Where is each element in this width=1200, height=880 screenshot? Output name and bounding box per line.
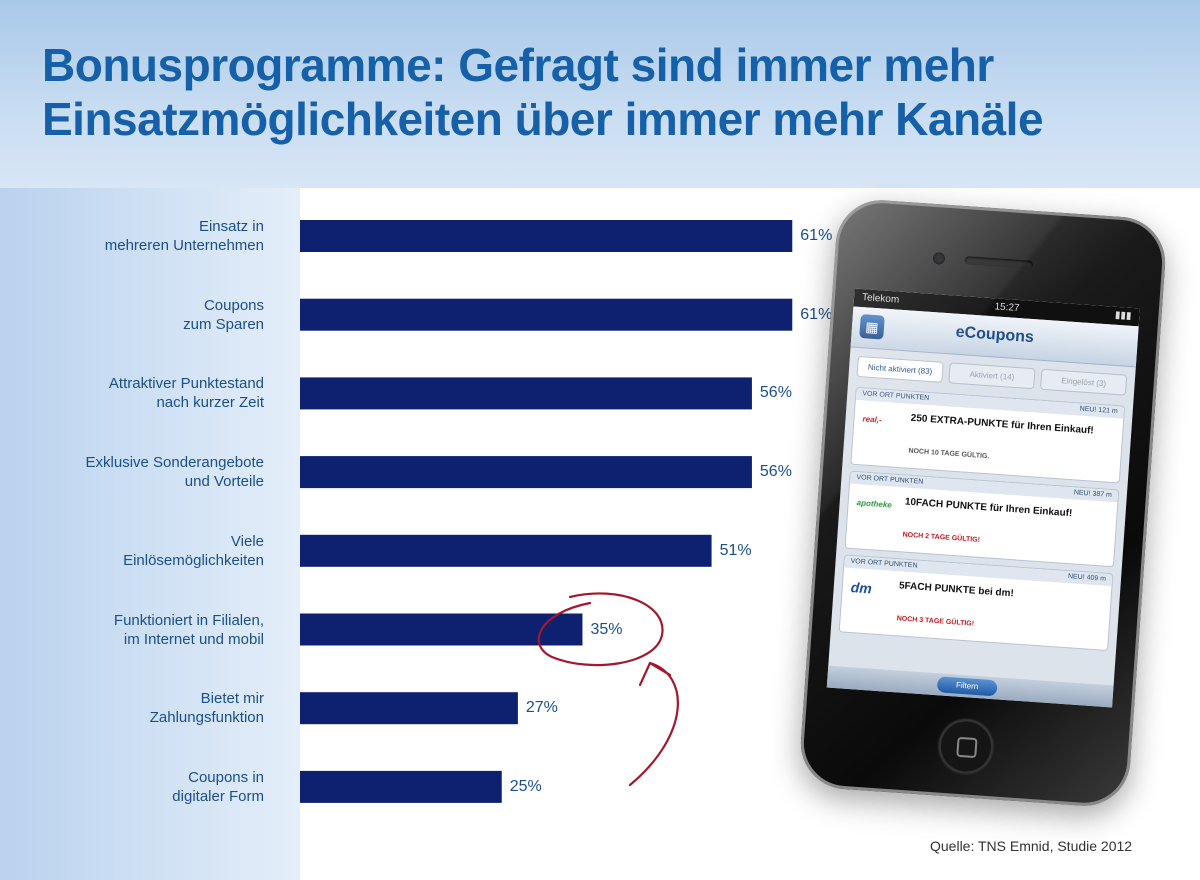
label-panel-background xyxy=(0,188,300,880)
category-label-6-line-1: Zahlungsfunktion xyxy=(149,709,264,727)
category-label-6-line-0: Bietet mir xyxy=(200,690,264,708)
category-label-1-line-1: zum Sparen xyxy=(183,315,264,333)
tab-redeemed: Eingelöst (3) xyxy=(1040,368,1128,396)
coupon-list: VOR ORT PUNKTEN NEU! 121 m real,- 250 EXTRA… xyxy=(831,386,1133,652)
category-label-3: Exklusive Sonderangebote und Vorteile xyxy=(0,453,264,491)
category-label-4-line-1: Einlösemöglichkeiten xyxy=(123,551,264,569)
category-label-0-line-0: Einsatz in xyxy=(198,218,264,235)
bar-7 xyxy=(300,770,502,803)
value-label-6: 27% xyxy=(525,699,558,717)
tab-activated: Aktiviert (14) xyxy=(948,362,1036,390)
bar-1 xyxy=(300,298,793,331)
category-label-5-line-1: im Internet und mobil xyxy=(123,630,264,648)
category-label-0-line-1: mehreren Unternehmen xyxy=(104,237,264,254)
category-label-1-line-0: Coupons xyxy=(203,296,264,314)
category-label-2-line-1: nach kurzer Zeit xyxy=(156,394,264,412)
category-label-7-line-0: Coupons in xyxy=(188,768,264,786)
tab-not-activated: Nicht aktiviert (83) xyxy=(856,355,944,383)
coupon-channel: VOR ORT PUNKTEN xyxy=(862,390,930,402)
highlight-arrow-head xyxy=(638,661,672,687)
coupon-card-0: VOR ORT PUNKTEN NEU! 121 m real,- 250 EXTRA… xyxy=(850,386,1126,484)
phone-screen: Telekom 15:27 ▮▮▮ ▦ eCoupons Nicht aktiv… xyxy=(826,288,1140,708)
bar-4 xyxy=(300,534,712,567)
title-line-2: Einsatzmöglichkeiten über immer mehr Kan… xyxy=(42,93,1044,145)
bar-5 xyxy=(300,613,583,646)
retailer-logo: real,- xyxy=(862,414,882,425)
coupon-card-1: VOR ORT PUNKTEN NEU! 387 m apotheke 10FACH … xyxy=(844,470,1120,568)
retailer-logo: apotheke xyxy=(856,498,893,510)
smartphone-illustration: Telekom 15:27 ▮▮▮ ▦ eCoupons Nicht aktiv… xyxy=(797,197,1169,809)
bar-6 xyxy=(300,692,518,725)
category-label-5-line-0: Funktioniert in Filialen, xyxy=(113,611,264,629)
category-label-3-line-0: Exklusive Sonderangebote xyxy=(85,454,264,472)
category-label-7-line-1: digitaler Form xyxy=(172,787,264,805)
bar-0 xyxy=(300,220,793,252)
source-note: Quelle: TNS Emnid, Studie 2012 xyxy=(930,838,1133,854)
category-label-4-line-0: Viele xyxy=(230,532,264,550)
bar-chart xyxy=(300,220,793,803)
coupon-badge-distance: NEU! 121 m xyxy=(1079,405,1118,416)
category-label-1: Coupons zum Sparen xyxy=(0,296,264,334)
category-label-3-line-1: und Vorteile xyxy=(184,473,264,491)
highlight-annotation xyxy=(537,592,679,787)
coupon-offer: 5FACH PUNKTE bei dm! xyxy=(898,580,1015,600)
value-label-2: 56% xyxy=(759,384,792,402)
header-background xyxy=(0,0,1200,188)
category-label-5: Funktioniert in Filialen, im Internet und… xyxy=(0,611,264,649)
category-label-2-line-0: Attraktiver Punktestand xyxy=(108,375,264,393)
filter-button: Filtern xyxy=(936,676,998,697)
value-label-5: 35% xyxy=(590,620,623,638)
coupon-validity: NOCH 3 TAGE GÜLTIG! xyxy=(896,615,975,628)
clock-label: 15:27 xyxy=(994,301,1020,315)
coupon-channel: VOR ORT PUNKTEN xyxy=(850,557,918,570)
coupon-channel: VOR ORT PUNKTEN xyxy=(856,474,924,486)
category-label-7: Coupons in digitaler Form xyxy=(0,768,264,806)
value-label-1: 61% xyxy=(800,305,833,323)
category-label-4: Viele Einlösemöglichkeiten xyxy=(0,532,264,570)
coupon-offer: 10FACH PUNKTE für Ihren Einkauf! xyxy=(904,496,1073,520)
coupon-validity: NOCH 10 TAGE GÜLTIG. xyxy=(908,447,990,461)
bar-3 xyxy=(300,456,752,489)
value-label-4: 51% xyxy=(719,541,752,559)
highlight-circle xyxy=(537,592,664,667)
coupon-badge-distance: NEU! 409 m xyxy=(1067,573,1107,583)
coupon-offer: 250 EXTRA-PUNKTE für Ihren Einkauf! xyxy=(910,412,1095,437)
category-label-2: Attraktiver Punktestand nach kurzer Zeit xyxy=(0,374,264,412)
page-title: Bonusprogramme: Gefragt sind immer mehr … xyxy=(42,38,1142,146)
highlight-arrow-line xyxy=(628,661,679,787)
coupon-validity: NOCH 2 TAGE GÜLTIG! xyxy=(902,531,981,544)
category-label-0: Einsatz in mehreren Unternehmen xyxy=(0,217,264,255)
coupon-card-2: VOR ORT PUNKTEN NEU! 409 m dm 5FACH PUNKTE … xyxy=(838,554,1114,652)
value-label-7: 25% xyxy=(509,777,542,795)
battery-icon: ▮▮▮ xyxy=(1114,309,1132,322)
retailer-logo: dm xyxy=(850,579,873,597)
category-label-6: Bietet mir Zahlungsfunktion xyxy=(0,689,264,727)
value-label-3: 56% xyxy=(759,463,792,481)
bar-2 xyxy=(300,377,752,410)
coupon-badge-distance: NEU! 387 m xyxy=(1073,489,1113,499)
value-label-0: 61% xyxy=(800,227,833,244)
title-line-1: Bonusprogramme: Gefragt sind immer mehr xyxy=(42,39,994,91)
